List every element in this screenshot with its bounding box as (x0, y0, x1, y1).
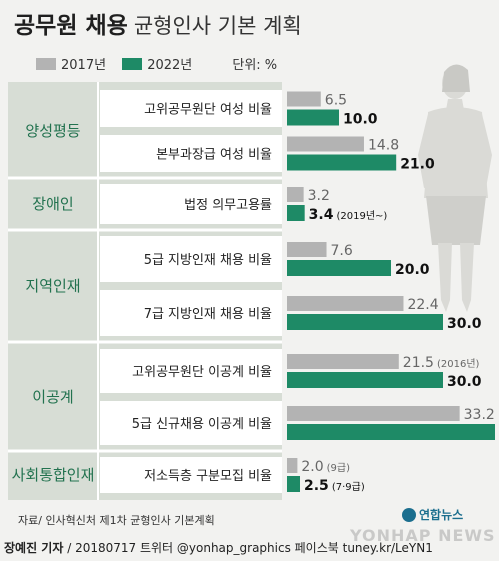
row-label: 저소득층 구분모집 비율 (144, 469, 272, 484)
group-box (8, 345, 98, 449)
value-label-2022: 10.0 (343, 112, 378, 128)
unit-label: 단위: % (232, 58, 278, 73)
title-bold: 공무원 채용 (14, 13, 128, 39)
row-label: 본부과장급 여성 비율 (156, 148, 272, 163)
bar-2017 (287, 406, 460, 421)
row-label-box (100, 90, 282, 127)
bar-2022 (287, 260, 391, 276)
row-label-box (100, 401, 282, 445)
watermark: YONHAP NEWS (350, 526, 496, 545)
row-label-box (100, 349, 282, 393)
group-label: 양성평등 (25, 122, 80, 140)
value-label-2017: 7.6 (331, 243, 353, 259)
source-note: 자료/ 인사혁신처 제1차 균형인사 기본계획 (18, 514, 215, 527)
value-label-2022: 30.0 (447, 374, 482, 390)
group-label: 지역인재 (25, 277, 80, 295)
value-label-2017: 14.8 (368, 138, 399, 154)
bar-2022 (287, 372, 443, 388)
row-label-box (100, 236, 282, 282)
row-label: 고위공무원단 여성 비율 (144, 103, 272, 118)
bar-2022 (287, 476, 300, 492)
legend-item-2017: 2017년 (36, 58, 106, 73)
row-label: 7급 지방인재 채용 비율 (144, 307, 272, 322)
bar-2022 (287, 314, 443, 330)
value-note-2017: (9급) (327, 462, 350, 474)
value-label-2022: 21.0 (400, 157, 435, 173)
value-label-2017: 3.2 (308, 188, 330, 204)
value-label-2022: 3.4 (2019년~) (309, 207, 388, 223)
value-label-2017: 33.2 (464, 407, 495, 423)
legend-swatch-2022 (122, 58, 143, 70)
row-label-box (100, 457, 282, 493)
value-note-2022: (7·9급) (332, 481, 365, 493)
woman-silhouette-icon (418, 64, 492, 312)
group-box (8, 180, 98, 228)
row-label-box (100, 290, 282, 336)
bar-2017 (287, 354, 399, 369)
bar-2017 (287, 91, 321, 107)
value-note-2017: (2016년) (437, 358, 480, 370)
row-label: 5급 신규채용 이공계 비율 (132, 417, 272, 432)
bar-2017 (287, 242, 327, 257)
group-box (8, 453, 98, 497)
row-label-box (100, 135, 282, 172)
bar-2022 (287, 154, 397, 171)
group-label: 사회통합인재 (12, 466, 95, 484)
value-label-2017: 2.0 (9급) (301, 459, 350, 475)
legend: 2017년 2022년 단위: % (36, 54, 277, 73)
bar-2022 (287, 109, 339, 126)
bar-2017 (287, 136, 364, 152)
group-label: 장애인 (32, 195, 73, 213)
logo-text: 연합뉴스 (419, 508, 464, 522)
value-note-2022: (2019년~) (336, 210, 387, 222)
yonhap-logo-icon (402, 508, 416, 522)
value-label-2022: 30.0 (447, 316, 482, 332)
row-label: 고위공무원단 이공계 비율 (132, 365, 272, 380)
value-label-2017: 21.5 (2016년) (403, 355, 480, 371)
legend-label-2017: 2017년 (61, 58, 107, 73)
credit-line: 장예진 기자 / 20180717 트위터 @yonhap_graphics 페… (4, 539, 433, 556)
row-label: 법정 의무고용률 (184, 198, 272, 213)
title-light: 균형인사 기본 계획 (133, 14, 302, 38)
legend-item-2022: 2022년 (122, 58, 192, 73)
bar-2017 (287, 187, 304, 202)
credit-rest: / 20180717 트위터 @yonhap_graphics 페이스북 tun… (63, 541, 433, 555)
value-label-2022: 20.0 (395, 262, 430, 278)
value-label-2022: 2.5 (7·9급) (304, 478, 365, 494)
chart-title: 공무원 채용 균형인사 기본 계획 (14, 6, 302, 40)
value-label-2017: 22.4 (407, 297, 438, 313)
row-label: 5급 지방인재 채용 비율 (144, 253, 272, 268)
yonhap-logo: 연합뉴스 (402, 506, 463, 523)
bar-2017 (287, 458, 298, 473)
group-label: 이공계 (32, 388, 73, 406)
bar-2017 (287, 296, 404, 311)
bar-2022 (287, 424, 495, 440)
bar-2022 (287, 205, 305, 221)
group-box (8, 232, 98, 340)
value-label-2017: 6.5 (325, 93, 347, 109)
credit-name: 장예진 기자 (4, 541, 64, 555)
row-label-box (100, 184, 282, 224)
legend-label-2022: 2022년 (147, 58, 193, 73)
legend-swatch-2017 (36, 58, 56, 70)
group-box (8, 86, 98, 176)
